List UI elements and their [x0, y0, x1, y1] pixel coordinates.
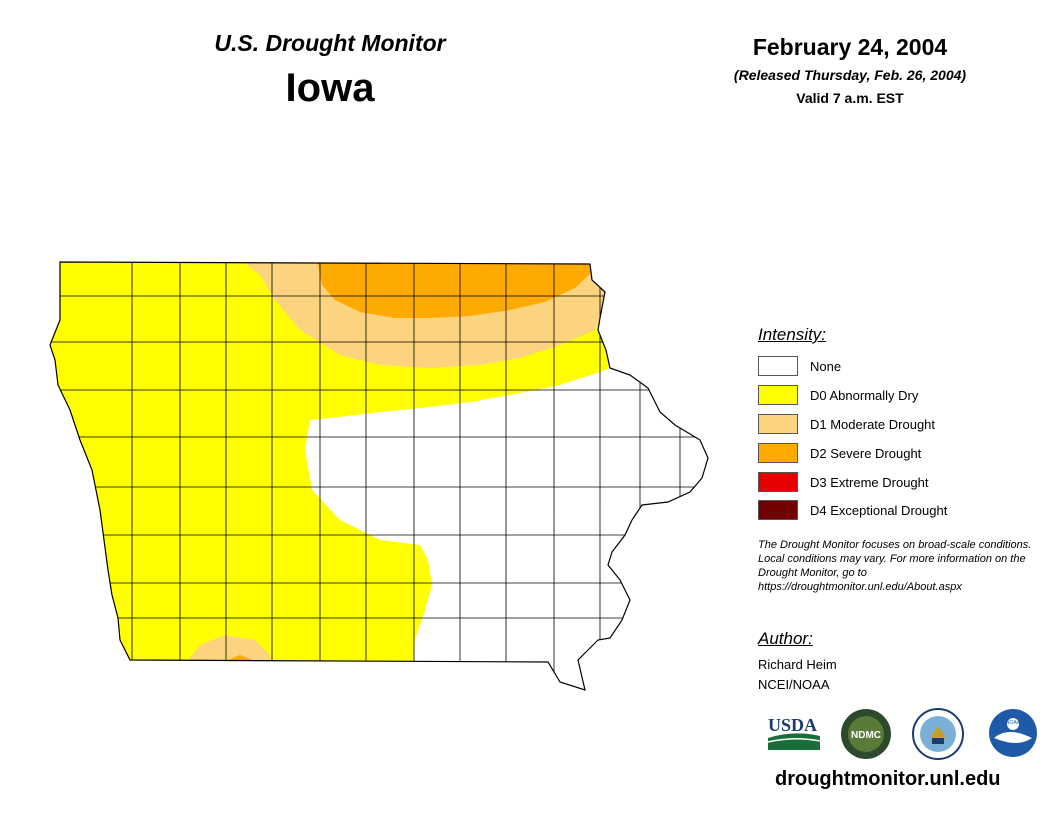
legend-item-d4: D4 Exceptional Drought — [758, 499, 947, 521]
legend-swatch — [758, 472, 798, 492]
state-title: Iowa — [285, 66, 375, 110]
author-name: Richard Heim — [758, 657, 837, 672]
noaa-logo-text: NOAA — [1006, 720, 1021, 726]
legend-item-d0: D0 Abnormally Dry — [758, 384, 918, 406]
iowa-drought-map — [49, 261, 709, 691]
usda-logo: USDA — [767, 712, 821, 752]
legend-swatch — [758, 500, 798, 520]
ndmc-logo: NDMC — [840, 708, 892, 760]
legend-label: None — [810, 358, 842, 374]
d0-region — [50, 262, 708, 690]
usda-logo-text: USDA — [768, 715, 817, 735]
legend-item-d2: D2 Severe Drought — [758, 442, 921, 464]
legend-label: D0 Abnormally Dry — [810, 387, 919, 403]
county-lines — [50, 262, 708, 690]
legend-label: D1 Moderate Drought — [810, 416, 936, 432]
d2-region — [315, 262, 600, 318]
legend-item-d3: D3 Extreme Drought — [758, 471, 929, 493]
disclaimer-note: The Drought Monitor focuses on broad-sca… — [758, 539, 1032, 593]
legend-item-none: None — [758, 355, 841, 377]
noaa-logo: NOAA — [988, 708, 1038, 758]
author-org: NCEI/NOAA — [758, 677, 830, 692]
ndmc-logo-text: NDMC — [851, 730, 881, 741]
commerce-seal-logo — [912, 708, 964, 760]
legend-label: D2 Severe Drought — [810, 445, 922, 461]
legend-item-d1: D1 Moderate Drought — [758, 413, 935, 435]
valid-time: Valid 7 a.m. EST — [796, 90, 904, 106]
legend-swatch — [758, 443, 798, 463]
author-title: Author: — [758, 629, 813, 648]
legend-swatch — [758, 356, 798, 376]
monitor-title: U.S. Drought Monitor — [214, 30, 446, 56]
iowa-state-outline — [49, 261, 709, 691]
release-date: (Released Thursday, Feb. 26, 2004) — [733, 67, 967, 83]
legend-title: Intensity: — [758, 325, 827, 344]
legend-label: D3 Extreme Drought — [810, 474, 929, 490]
footer-url[interactable]: droughtmonitor.unl.edu — [775, 768, 1001, 790]
map-date: February 24, 2004 — [752, 34, 948, 60]
legend-label: D4 Exceptional Drought — [810, 502, 948, 518]
legend-swatch — [758, 385, 798, 405]
legend-swatch — [758, 414, 798, 434]
